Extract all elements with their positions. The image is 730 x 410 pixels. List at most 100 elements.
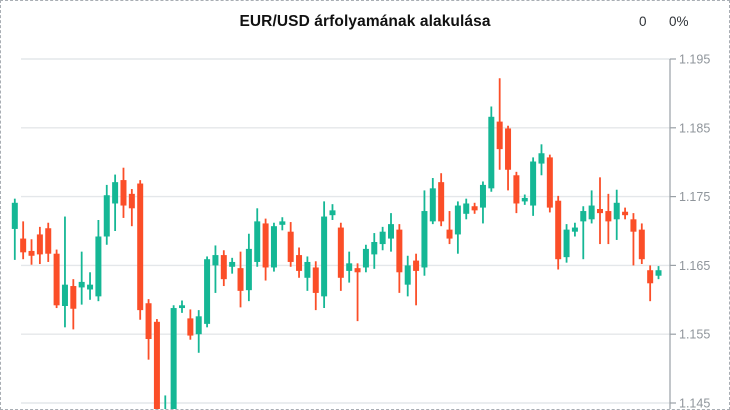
- candle: [36, 226, 43, 265]
- candle-body: [279, 221, 286, 225]
- candle: [530, 157, 537, 216]
- candle-body: [346, 263, 353, 271]
- candle: [229, 257, 236, 274]
- candle-body: [421, 211, 428, 268]
- candle-body: [170, 308, 177, 409]
- candle-body: [630, 219, 637, 232]
- candle: [421, 190, 428, 276]
- candle: [488, 106, 495, 192]
- candle: [254, 208, 261, 267]
- candle: [479, 181, 486, 224]
- candle-body: [270, 226, 277, 268]
- candle: [337, 222, 344, 291]
- candle-body: [28, 250, 35, 256]
- candle-body: [638, 229, 645, 260]
- candle: [145, 299, 152, 360]
- candle-body: [530, 161, 537, 206]
- candle-body: [204, 259, 211, 324]
- candle-body: [337, 227, 344, 278]
- candle-body: [128, 193, 135, 209]
- candle: [496, 78, 503, 170]
- chart-header: EUR/USD árfolyamának alakulása 0 0%: [1, 1, 729, 37]
- candle: [20, 221, 27, 260]
- candle-body: [195, 316, 202, 335]
- candle-body: [120, 180, 127, 206]
- candle-body: [463, 203, 470, 214]
- candle-body: [413, 260, 420, 271]
- candle: [187, 309, 194, 340]
- candle-body: [145, 303, 152, 340]
- change-value: 0: [639, 14, 647, 29]
- candle: [204, 256, 211, 328]
- candle-body: [580, 211, 587, 222]
- page-title: EUR/USD árfolyamának alakulása: [239, 13, 491, 30]
- candle: [622, 207, 629, 220]
- candle-body: [20, 238, 27, 253]
- candle: [220, 250, 227, 287]
- candle-body: [597, 208, 603, 214]
- candle: [638, 223, 645, 265]
- candle-body: [312, 267, 319, 293]
- candle-body: [555, 200, 562, 260]
- candle-body: [329, 210, 336, 216]
- candle-body: [438, 182, 445, 222]
- candle-body: [613, 202, 620, 220]
- candle: [237, 251, 244, 308]
- candle: [396, 224, 403, 293]
- candle-body: [36, 234, 43, 255]
- candle-body: [655, 270, 662, 276]
- candle-body: [605, 211, 612, 222]
- candle: [304, 256, 311, 291]
- candle: [588, 190, 595, 224]
- candle-body: [61, 284, 68, 306]
- candle: [613, 189, 620, 240]
- candle-body: [388, 224, 394, 239]
- candle: [505, 125, 512, 191]
- candle-body: [513, 175, 520, 204]
- candle: [212, 245, 219, 293]
- candle: [463, 198, 470, 220]
- candle-body: [220, 255, 227, 280]
- candle: [78, 251, 85, 305]
- y-axis-tick-label: 1.175: [679, 190, 710, 204]
- candle: [438, 173, 445, 227]
- candle-body: [647, 270, 654, 284]
- candle: [630, 213, 637, 266]
- candle: [546, 154, 553, 213]
- candle-body: [70, 286, 77, 309]
- candle: [296, 247, 303, 278]
- candle: [571, 222, 578, 237]
- candle-body: [296, 255, 303, 271]
- y-axis-tick-label: 1.165: [679, 259, 710, 273]
- candle: [112, 174, 119, 231]
- candle-body: [321, 216, 328, 297]
- candle: [164, 395, 167, 409]
- candle-body: [488, 116, 495, 189]
- candle: [11, 198, 18, 260]
- candle-body: [446, 229, 453, 239]
- candle-body: [396, 229, 403, 273]
- candle: [429, 178, 436, 225]
- candle-body: [254, 221, 261, 262]
- candle: [404, 255, 411, 297]
- candle: [45, 222, 52, 262]
- candle: [170, 305, 177, 409]
- candle-body: [479, 184, 486, 208]
- candle-body: [362, 248, 369, 268]
- candle-body: [496, 121, 503, 150]
- candle-body: [563, 229, 570, 258]
- candle-body: [237, 268, 244, 291]
- candle: [128, 189, 135, 227]
- candle-body: [505, 128, 512, 170]
- candle-body: [179, 305, 185, 309]
- candle-body: [521, 197, 528, 202]
- candle: [471, 202, 478, 214]
- candle: [70, 279, 77, 330]
- candle: [195, 310, 202, 353]
- y-axis-tick-label: 1.155: [679, 328, 710, 342]
- candle: [87, 272, 94, 300]
- candle-body: [304, 261, 311, 278]
- candle: [312, 261, 319, 311]
